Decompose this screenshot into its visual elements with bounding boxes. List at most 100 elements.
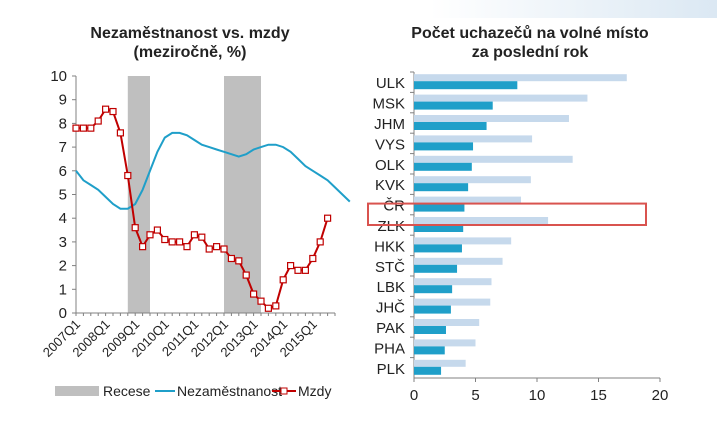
bar-previous-JHČ [414, 298, 491, 306]
series-line-nezamestnanost [75, 131, 351, 210]
category-label-PAK: PAK [376, 320, 405, 337]
category-label-ZLK: ZLK [377, 218, 405, 235]
data-point-mzdy [72, 124, 80, 132]
category-label-KVK: KVK [375, 177, 405, 194]
data-point-mzdy [146, 231, 154, 239]
data-point-mzdy [124, 171, 132, 180]
data-point-mzdy [257, 297, 265, 305]
y-tick-label: 1 [59, 281, 67, 298]
header-band [0, 0, 717, 18]
bar-current-MSK [414, 101, 493, 110]
bar-previous-ČR [414, 196, 522, 204]
bar-previous-MSK [414, 94, 588, 102]
x-tick-label: 15 [590, 387, 607, 404]
data-point-mzdy [101, 105, 110, 113]
category-label-JHČ: JHČ [376, 300, 405, 317]
data-point-mzdy [176, 238, 184, 246]
bar-previous-STČ [414, 257, 503, 265]
x-tick-label: 10 [529, 387, 546, 404]
bar-previous-ULK [414, 74, 627, 82]
bar-previous-PAK [414, 319, 480, 326]
data-point-mzdy [87, 124, 95, 132]
data-point-mzdy [131, 224, 139, 232]
bar-previous-JHM [414, 115, 569, 122]
data-point-mzdy [79, 124, 88, 132]
chart-2-subtitle: za poslední rok [471, 44, 589, 61]
legend-label-recese: Recese [103, 383, 151, 399]
category-label-STČ: STČ [375, 259, 405, 276]
bar-current-PLK [414, 366, 442, 375]
data-point-mzdy [213, 243, 221, 251]
y-tick-label: 4 [59, 210, 67, 227]
x-tick-label: 0 [410, 387, 418, 404]
category-label-PHA: PHA [374, 340, 405, 357]
data-point-mzdy [109, 107, 117, 116]
bar-current-KVK [414, 183, 469, 192]
bar-current-HKK [414, 244, 462, 253]
data-point-mzdy [287, 262, 295, 270]
bar-previous-KVK [414, 176, 531, 184]
data-point-mzdy [294, 266, 302, 274]
data-point-mzdy [139, 243, 147, 251]
bar-previous-HKK [414, 237, 512, 245]
data-point-mzdy [153, 226, 161, 234]
data-point-mzdy [309, 254, 317, 263]
data-point-mzdy [235, 257, 243, 265]
data-point-mzdy [94, 117, 102, 125]
bar-current-PAK [414, 326, 446, 334]
category-label-ULK: ULK [376, 75, 405, 92]
chart-2-title: Počet uchazečů na volné místo [411, 25, 649, 42]
bar-previous-PHA [414, 339, 476, 347]
bar-previous-VYS [414, 135, 533, 143]
legend-label-nezamestnanost: Nezaměstnanost [177, 383, 282, 399]
data-point-mzdy [220, 245, 228, 253]
category-label-LBK: LBK [377, 279, 405, 296]
legend-marker-mzdy [280, 387, 288, 395]
data-point-mzdy [190, 231, 198, 239]
bar-current-OLK [414, 162, 472, 171]
bar-previous-PLK [414, 359, 466, 367]
data-point-mzdy [205, 245, 213, 253]
bar-current-JHM [414, 122, 487, 130]
chart-1-title-block: Nezaměstnanost vs. mzdy (meziročně, %) [40, 24, 340, 62]
category-label-VYS: VYS [375, 136, 405, 153]
data-point-mzdy [272, 302, 280, 310]
data-point-mzdy [227, 254, 235, 263]
category-label-OLK: OLK [375, 157, 405, 174]
category-label-MSK: MSK [372, 96, 405, 113]
data-point-mzdy [168, 238, 176, 246]
data-point-mzdy [161, 235, 169, 244]
bar-previous-ZLK [414, 217, 549, 224]
data-point-mzdy [183, 243, 191, 251]
data-point-mzdy [324, 214, 332, 222]
y-tick-label: 8 [59, 115, 67, 132]
y-tick-label: 7 [59, 139, 67, 156]
y-tick-label: 3 [59, 234, 67, 251]
data-point-mzdy [198, 233, 206, 241]
recession-band [127, 76, 150, 313]
bar-current-LBK [414, 285, 453, 294]
bar-current-JHČ [414, 305, 451, 314]
category-label-JHM: JHM [374, 116, 405, 133]
category-label-PLK: PLK [377, 361, 405, 378]
x-tick-label: 20 [652, 387, 669, 404]
bar-current-ZLK [414, 224, 464, 232]
data-point-mzdy [279, 276, 287, 284]
legend-label-mzdy: Mzdy [298, 383, 331, 399]
data-point-mzdy [116, 129, 125, 137]
recession-band [224, 76, 261, 313]
chart-1-subtitle: (meziročně, %) [133, 44, 247, 61]
y-tick-label: 5 [59, 187, 67, 204]
data-point-mzdy [301, 266, 309, 274]
y-tick-label: 6 [59, 163, 67, 180]
category-label-ČR: ČR [383, 198, 405, 215]
data-point-mzdy [264, 304, 272, 312]
legend-swatch-recese [55, 386, 99, 396]
bar-current-ULK [414, 81, 518, 90]
data-point-mzdy [316, 238, 324, 246]
bar-current-ČR [414, 203, 465, 212]
data-point-mzdy [250, 290, 258, 298]
highlight-box-zlk [367, 202, 647, 227]
bar-previous-LBK [414, 278, 492, 286]
